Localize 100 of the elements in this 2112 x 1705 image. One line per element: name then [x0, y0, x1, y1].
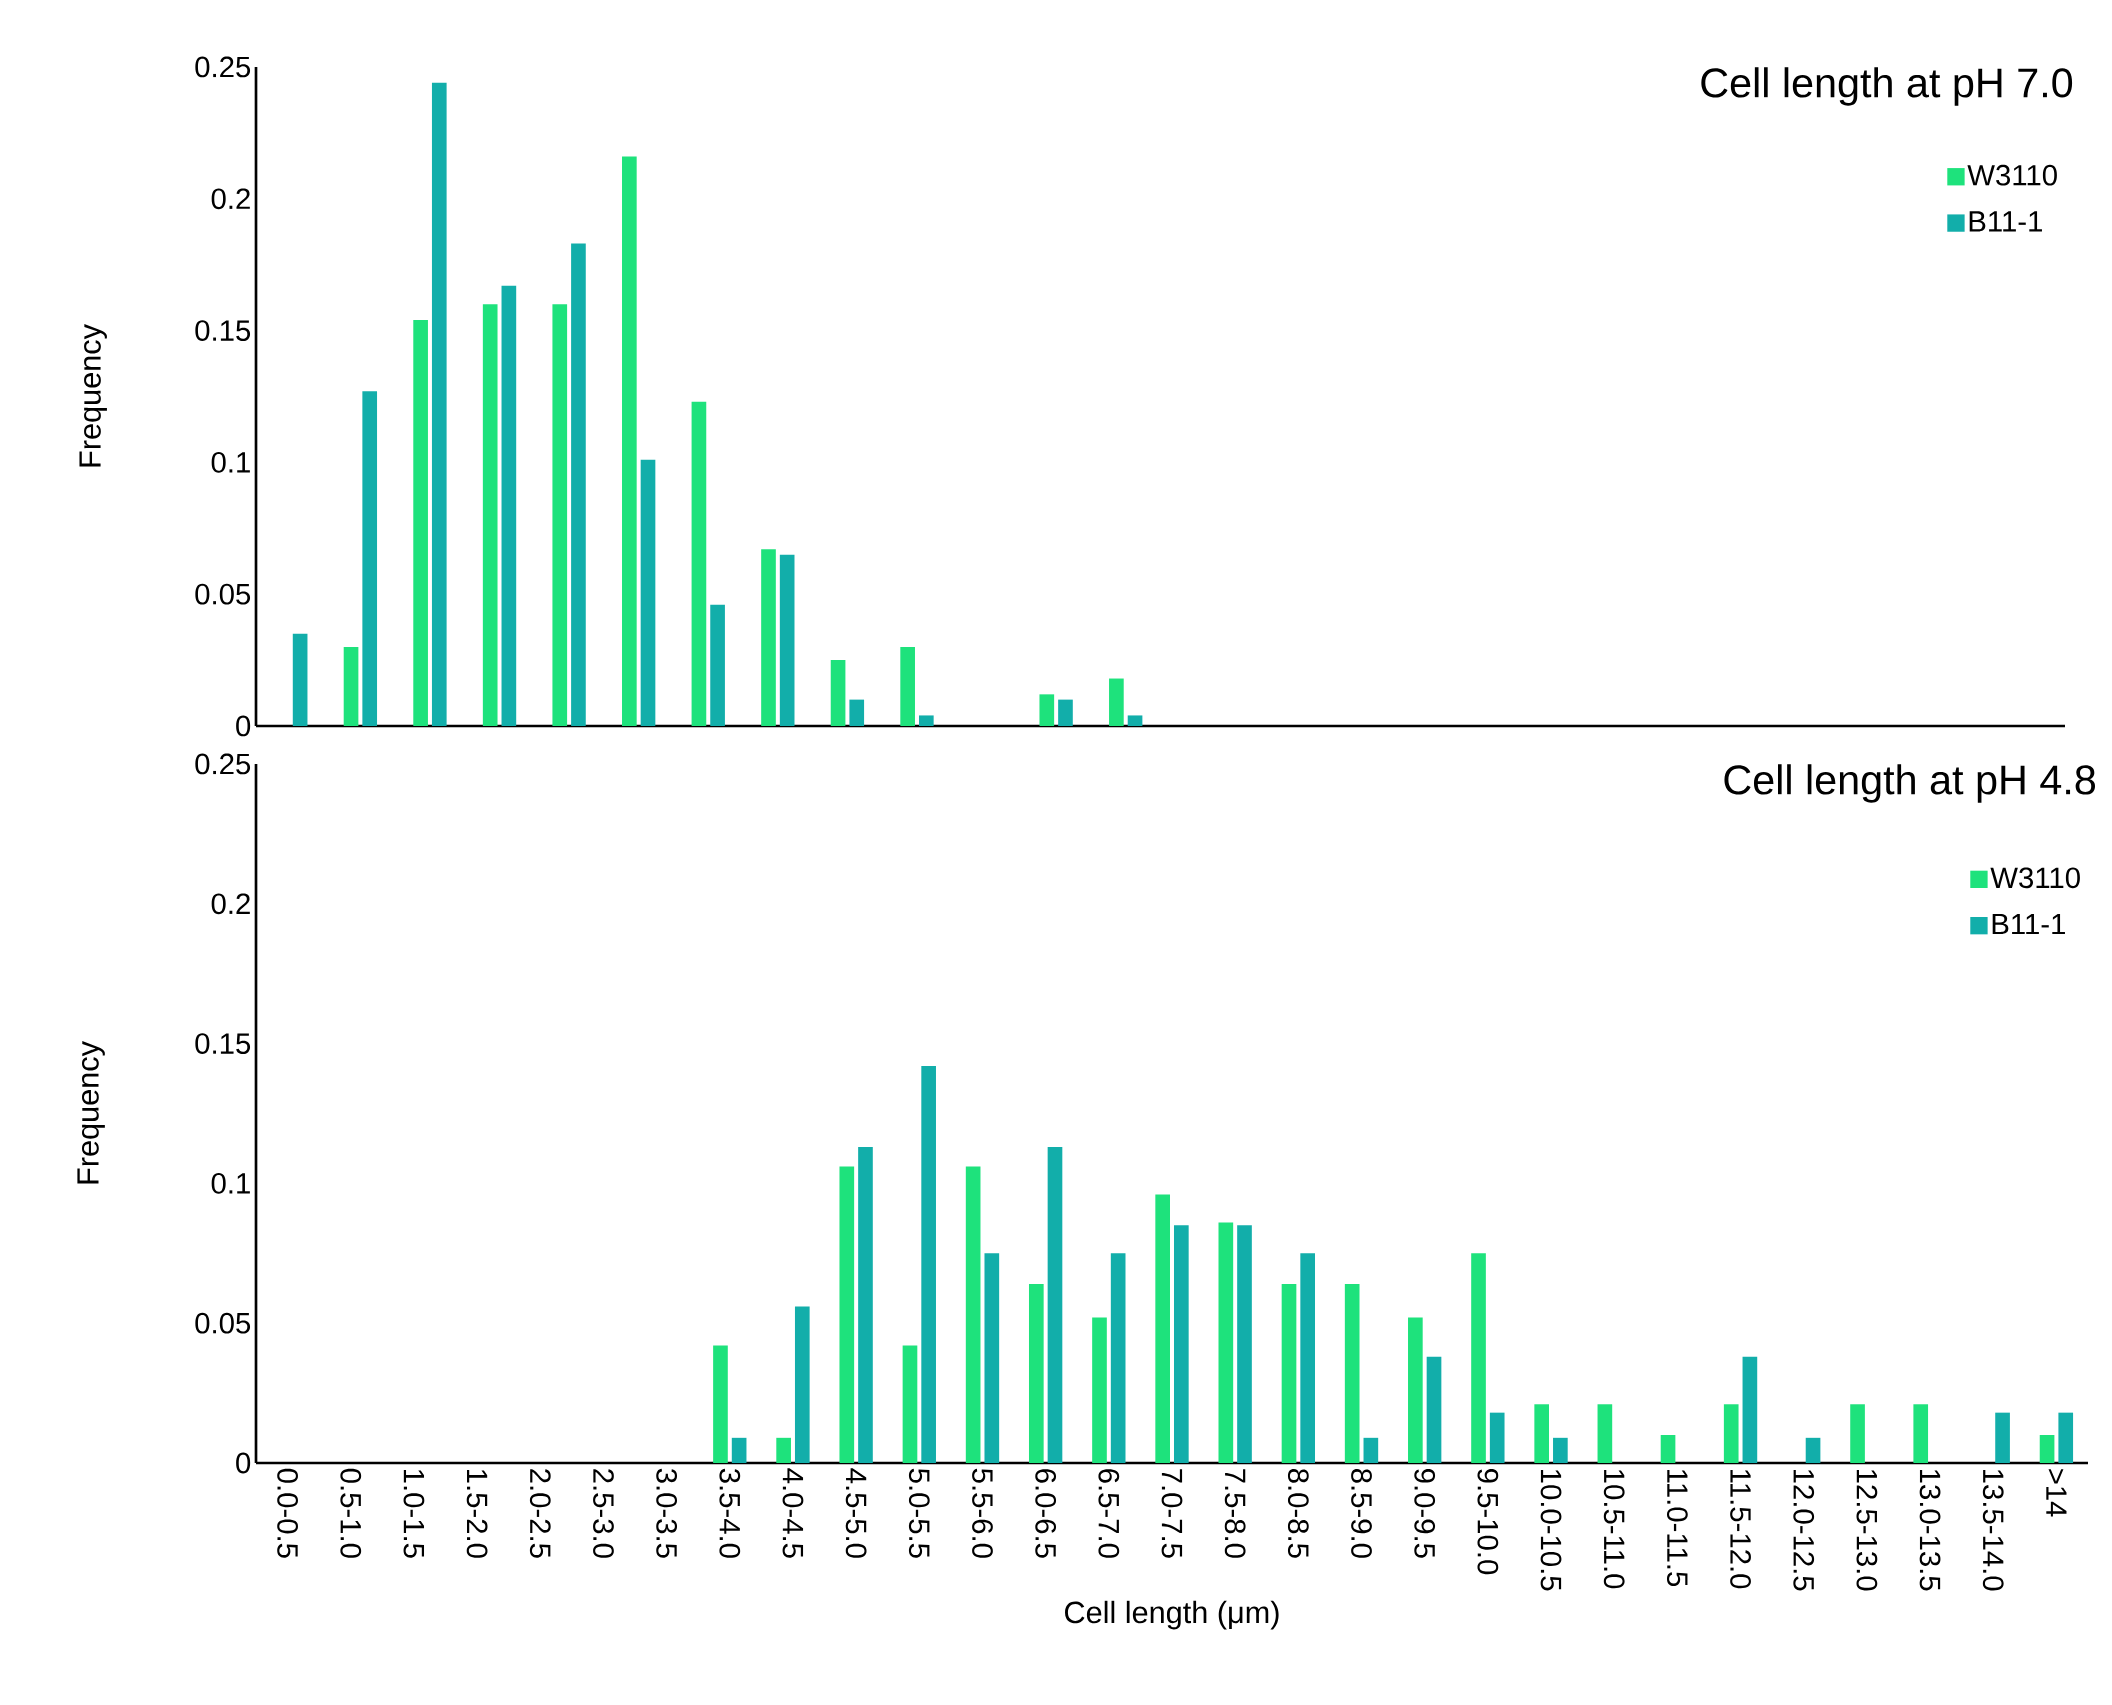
x-tick-label: 12.5-13.0 — [1856, 1469, 1878, 1591]
bar — [1155, 1194, 1170, 1463]
bar — [731, 1437, 747, 1463]
bar — [362, 391, 378, 726]
y-tick-label: 0.2 — [211, 188, 250, 210]
bar — [1039, 694, 1055, 726]
x-tick-label: 13.5-14.0 — [1982, 1469, 2004, 1591]
legend-label: W3110 — [1990, 867, 2080, 889]
bar — [413, 320, 428, 726]
y-tick-label: 0 — [236, 715, 251, 737]
bar — [1995, 1412, 2010, 1463]
x-tick-label: 5.0-5.5 — [908, 1468, 930, 1558]
x-tick-label: 2.5-3.0 — [593, 1469, 614, 1558]
bar — [984, 1253, 1000, 1463]
bar — [839, 1166, 855, 1463]
bar — [1913, 1404, 1929, 1463]
bar — [1047, 1147, 1063, 1463]
y-tick-label: 0.25 — [195, 56, 251, 78]
y-tick-label: 0 — [236, 1452, 251, 1474]
y-tick-label: 0.2 — [211, 893, 250, 915]
x-tick-label: 3.0-3.5 — [656, 1468, 678, 1558]
x-axis-title: Cell length (μm) — [1065, 1600, 1279, 1630]
x-tick-label: 8.0-8.5 — [1287, 1468, 1309, 1558]
bar — [761, 549, 776, 726]
bar — [1281, 1284, 1297, 1463]
x-tick-label: 4.0-4.5 — [782, 1468, 804, 1558]
bar — [292, 633, 308, 726]
bar — [858, 1147, 873, 1463]
x-tick-label: 6.5-7.0 — [1098, 1469, 1120, 1558]
x-tick-label: 1.5-2.0 — [466, 1469, 488, 1558]
chart-title: Cell length at pH 4.8 — [1724, 764, 2096, 803]
bar — [776, 1437, 791, 1463]
bar — [1110, 1253, 1126, 1463]
bar — [431, 82, 447, 726]
bar — [965, 1166, 981, 1463]
bar — [1408, 1317, 1423, 1463]
bar — [1553, 1437, 1568, 1463]
bar — [1742, 1356, 1758, 1463]
bar — [1489, 1412, 1505, 1463]
bar — [830, 660, 846, 726]
bar — [1237, 1225, 1252, 1463]
bar — [1300, 1253, 1316, 1463]
x-tick-label: 10.0-10.5 — [1540, 1469, 1562, 1591]
x-tick-label: >14 — [2046, 1469, 2067, 1517]
bar — [691, 401, 707, 726]
x-tick-label: 2.0-2.5 — [529, 1469, 551, 1558]
bar — [1597, 1404, 1613, 1463]
bar — [622, 156, 637, 726]
bar — [1344, 1284, 1360, 1463]
bar — [794, 1306, 810, 1463]
bar — [1127, 715, 1143, 726]
legend-label: B11-1 — [1992, 913, 2065, 935]
bar — [902, 1345, 918, 1463]
x-tick-label: 11.0-11.5 — [1666, 1469, 1688, 1587]
x-tick-label: 7.0-7.5 — [1161, 1469, 1183, 1558]
bar — [1174, 1225, 1189, 1463]
bar — [921, 1065, 936, 1463]
x-tick-label: 10.5-11.0 — [1603, 1469, 1625, 1589]
x-tick-label: 4.5-5.0 — [845, 1468, 867, 1558]
bar — [900, 646, 915, 726]
bar — [571, 243, 586, 726]
bar — [1363, 1437, 1379, 1463]
x-tick-label: 12.0-12.5 — [1793, 1469, 1815, 1591]
bar — [640, 459, 656, 726]
y-tick-label: 0.1 — [211, 1172, 250, 1194]
bar — [2058, 1412, 2074, 1463]
bar — [710, 604, 725, 726]
x-tick-label: 13.0-13.5 — [1919, 1469, 1941, 1591]
x-tick-label: 9.5-10.0 — [1477, 1469, 1499, 1575]
x-tick-label: 0.5-1.0 — [340, 1468, 362, 1558]
y-tick-label: 0.15 — [195, 320, 251, 341]
bar — [918, 715, 934, 726]
bar — [1660, 1435, 1676, 1463]
bar — [1723, 1404, 1739, 1463]
x-tick-label: 9.0-9.5 — [1414, 1469, 1436, 1558]
y-tick-label: 0.05 — [195, 583, 251, 605]
bar — [552, 304, 568, 726]
y-tick-label: 0.05 — [195, 1312, 251, 1334]
bar — [501, 285, 517, 726]
x-tick-label: 0.0-0.5 — [277, 1468, 298, 1558]
legend-label: W3110 — [1967, 164, 2057, 186]
bar — [1109, 678, 1124, 726]
y-tick-label: 0.1 — [211, 451, 250, 473]
bar — [2039, 1435, 2055, 1463]
bar — [343, 646, 359, 726]
y-axis-title: Frequency — [79, 324, 107, 467]
bar — [1058, 699, 1073, 726]
y-tick-label: 0.25 — [195, 753, 251, 775]
bar — [1218, 1222, 1234, 1463]
bar — [849, 699, 865, 726]
x-tick-label: 1.0-1.5 — [403, 1469, 425, 1558]
bar — [1092, 1317, 1107, 1463]
bar — [713, 1345, 728, 1463]
bar — [779, 554, 795, 726]
legend-label: B11-1 — [1969, 211, 2042, 232]
x-tick-label: 5.5-6.0 — [972, 1468, 993, 1558]
bar — [482, 304, 498, 726]
bar — [1471, 1253, 1486, 1463]
x-tick-label: 7.5-8.0 — [1224, 1469, 1246, 1558]
bar — [1805, 1437, 1821, 1463]
